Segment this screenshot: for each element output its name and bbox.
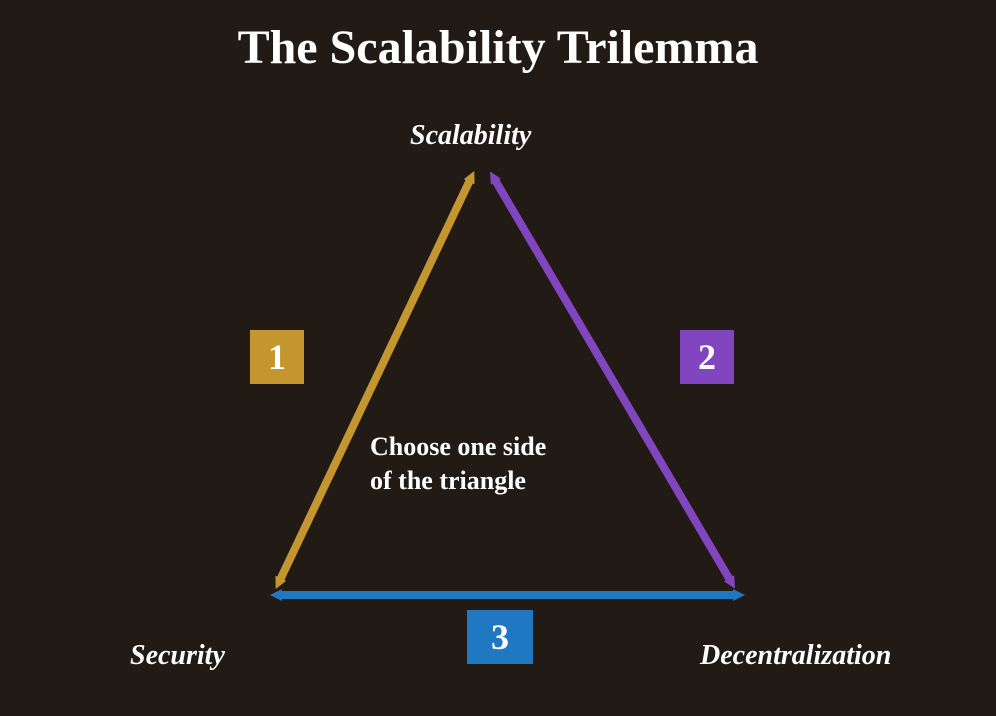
vertex-scalability-label: Scalability (410, 120, 531, 152)
edge-box-2: 2 (680, 330, 734, 384)
center-line-2: of the triangle (370, 464, 546, 498)
center-instruction: Choose one side of the triangle (370, 430, 546, 498)
vertex-decentralization-label: Decentralization (700, 640, 891, 672)
center-line-1: Choose one side (370, 430, 546, 464)
edge-box-3: 3 (467, 610, 533, 664)
trilemma-triangle (0, 0, 996, 716)
edge-scalability-security (280, 180, 470, 580)
edge-box-1: 1 (250, 330, 304, 384)
vertex-security-label: Security (130, 640, 225, 672)
